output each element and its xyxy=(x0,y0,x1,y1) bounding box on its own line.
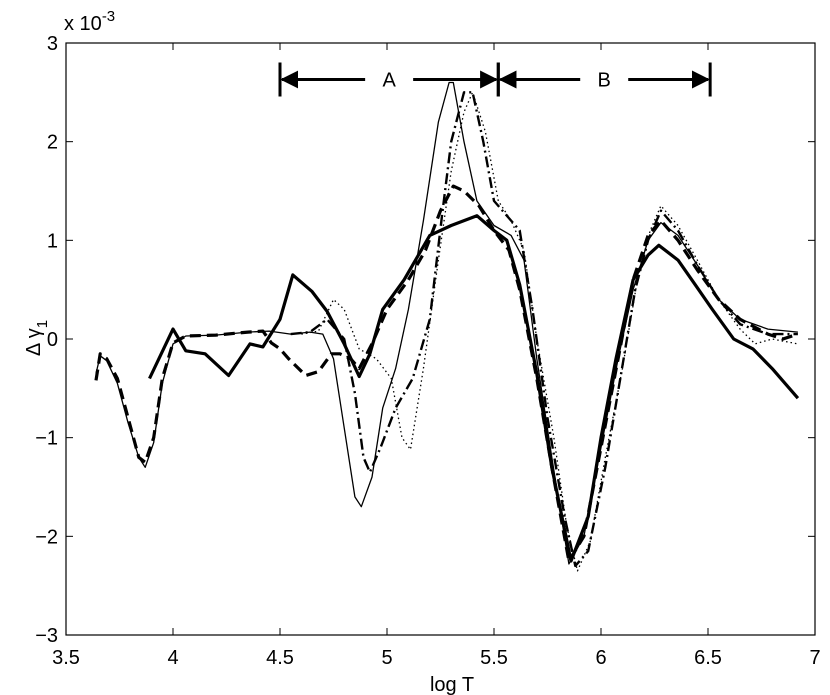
series-dash-dot xyxy=(290,91,798,568)
x-axis-label: log T xyxy=(430,674,474,695)
y-axis-multiplier: x 10-3 xyxy=(64,8,115,35)
y-axis-ticks: −3 −2 −1 0 1 2 3 xyxy=(35,33,815,647)
range-A-label: A xyxy=(382,70,396,92)
x-axis-ticks: 3.5 4 4.5 5 5.5 6 6.5 7 xyxy=(52,43,821,669)
x-tick-label: 4 xyxy=(167,647,178,669)
y-tick-label: −1 xyxy=(35,428,58,450)
series-dotted xyxy=(301,91,799,572)
series-dashed xyxy=(94,184,799,563)
x-tick-label: 5 xyxy=(381,647,392,669)
y-tick-label: 0 xyxy=(47,329,58,351)
y-tick-label: −2 xyxy=(35,526,58,548)
x-tick-label: 4.5 xyxy=(266,647,294,669)
y-tick-label: −3 xyxy=(35,625,58,647)
y-tick-label: 2 xyxy=(47,132,58,154)
series-thin-solid xyxy=(95,81,798,565)
x-tick-label: 3.5 xyxy=(52,647,80,669)
y-tick-label: 1 xyxy=(47,230,58,252)
x-tick-label: 5.5 xyxy=(480,647,508,669)
x-tick-label: 6.5 xyxy=(694,647,722,669)
series-thick-solid xyxy=(148,214,800,563)
y-tick-label: 3 xyxy=(47,33,58,55)
series-layer xyxy=(94,81,800,572)
range-B-label: B xyxy=(598,70,611,92)
x-tick-label: 6 xyxy=(595,647,606,669)
x-tick-label: 7 xyxy=(809,647,820,669)
y-axis-label: Δ γ1 xyxy=(23,320,51,356)
